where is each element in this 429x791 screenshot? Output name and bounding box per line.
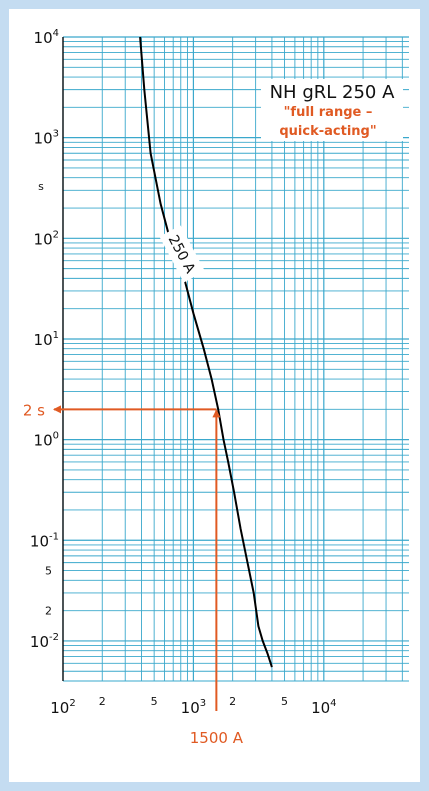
x-tick-label: 102 — [50, 698, 75, 717]
series-label-background — [159, 225, 205, 283]
y-tick-label: 100 — [34, 431, 59, 450]
x-tick-label: 103 — [181, 698, 206, 717]
y-tick-label: 10-1 — [30, 531, 59, 550]
y-tick-label: 10-2 — [30, 632, 59, 651]
title-background — [261, 79, 403, 141]
y-axis-unit-label: s — [38, 180, 44, 193]
x-minor-tick-label: 2 — [99, 695, 106, 708]
x-minor-tick-label: 5 — [151, 695, 158, 708]
chart-subtitle-line-2: quick-acting" — [279, 124, 376, 139]
y-tick-label: 102 — [34, 229, 59, 248]
y-minor-tick-label: 5 — [45, 565, 52, 578]
chart-subtitle-line-1: "full range – — [284, 105, 373, 120]
chart-title: NH gRL 250 A — [270, 82, 395, 103]
y-tick-label: 104 — [34, 28, 59, 47]
x-minor-tick-label: 2 — [229, 695, 236, 708]
x-minor-tick-label: 5 — [281, 695, 288, 708]
chart-panel: 104 103 102 101 100 10-1 10-2 5 2 102 103 104 2 5 2 5 … — [9, 9, 420, 782]
annotations: 2 s 1500 A — [23, 401, 244, 747]
y-axis-ticks: 104 103 102 101 100 10-1 10-2 5 2 — [30, 28, 59, 651]
series-group: 250 A — [139, 36, 273, 668]
grid — [62, 36, 409, 682]
x-axis-ticks: 102 103 104 2 5 2 5 — [50, 695, 336, 717]
y-tick-label: 101 — [34, 330, 59, 349]
series-line-0 — [139, 36, 273, 668]
current-annotation-label: 1500 A — [190, 729, 244, 747]
y-minor-tick-label: 2 — [45, 605, 52, 618]
x-tick-label: 104 — [311, 698, 336, 717]
time-annotation-label: 2 s — [23, 401, 45, 419]
y-tick-label: 103 — [34, 129, 59, 148]
